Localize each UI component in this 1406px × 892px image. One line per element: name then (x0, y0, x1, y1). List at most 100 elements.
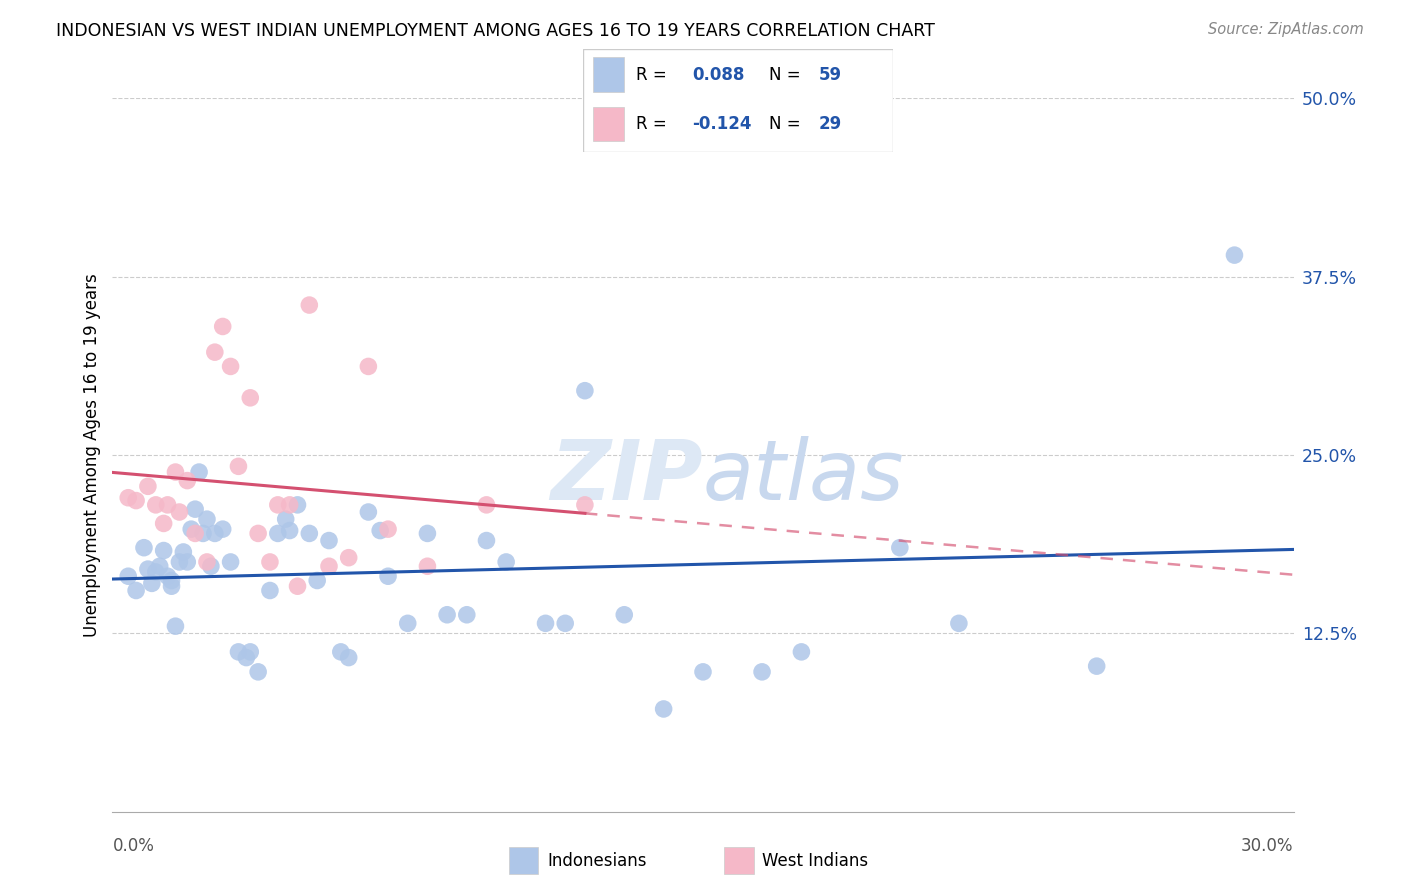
Point (125, 583, 148, 598)
Point (219, 555, 242, 569)
Point (475, 498, 498, 512)
Text: 0.0%: 0.0% (112, 837, 155, 855)
Point (117, 491, 139, 505)
Text: 30.0%: 30.0% (1241, 837, 1294, 855)
Point (145, 565, 167, 579)
Text: R =: R = (636, 66, 672, 84)
Text: Source: ZipAtlas.com: Source: ZipAtlas.com (1208, 22, 1364, 37)
Point (534, 616, 557, 631)
Point (188, 465, 211, 479)
Point (235, 650, 257, 665)
Point (165, 619, 187, 633)
Point (554, 616, 576, 631)
Point (195, 555, 218, 569)
Text: N =: N = (769, 115, 806, 133)
Text: -0.124: -0.124 (692, 115, 751, 133)
Point (436, 607, 458, 622)
Point (337, 550, 360, 565)
Point (307, 574, 329, 588)
Point (278, 524, 301, 538)
Point (574, 498, 596, 512)
Point (176, 474, 198, 488)
Point (751, 665, 773, 679)
Point (219, 359, 242, 374)
Point (239, 645, 262, 659)
Point (948, 616, 970, 631)
Point (298, 298, 321, 312)
Text: 29: 29 (818, 115, 842, 133)
Point (228, 645, 250, 659)
Point (211, 319, 233, 334)
Point (357, 359, 380, 374)
Point (239, 391, 262, 405)
Point (368, 524, 391, 538)
Point (149, 559, 172, 574)
Point (329, 645, 352, 659)
Point (136, 479, 159, 493)
Point (125, 493, 148, 508)
Point (141, 576, 163, 591)
Point (456, 607, 478, 622)
Text: R =: R = (636, 115, 672, 133)
Point (1223, 248, 1246, 262)
Point (287, 498, 309, 512)
Point (156, 569, 179, 583)
Point (416, 526, 439, 541)
Point (287, 579, 309, 593)
Text: N =: N = (769, 66, 806, 84)
Point (318, 533, 340, 548)
Text: 0.088: 0.088 (692, 66, 744, 84)
Point (278, 498, 301, 512)
Point (156, 498, 179, 512)
Point (200, 559, 222, 574)
Point (165, 465, 187, 479)
Point (172, 545, 194, 559)
Point (247, 526, 270, 541)
Point (790, 645, 813, 659)
Point (152, 516, 174, 531)
Point (204, 526, 226, 541)
Point (337, 650, 360, 665)
Point (357, 505, 380, 519)
Text: Indonesians: Indonesians (547, 852, 647, 870)
Point (160, 574, 183, 588)
FancyBboxPatch shape (583, 49, 893, 152)
Y-axis label: Unemployment Among Ages 16 to 19 years: Unemployment Among Ages 16 to 19 years (83, 273, 101, 637)
Point (274, 512, 297, 526)
Point (298, 526, 321, 541)
Point (652, 702, 675, 716)
Point (495, 555, 517, 569)
Point (160, 579, 183, 593)
Point (195, 512, 218, 526)
Point (377, 522, 399, 536)
Point (613, 607, 636, 622)
FancyBboxPatch shape (724, 847, 754, 874)
Point (180, 522, 202, 536)
Point (475, 533, 498, 548)
Point (132, 541, 155, 555)
Point (152, 543, 174, 558)
FancyBboxPatch shape (509, 847, 538, 874)
Point (117, 569, 139, 583)
Point (377, 569, 399, 583)
Point (259, 555, 281, 569)
Point (267, 526, 290, 541)
Point (204, 345, 226, 359)
Point (396, 616, 419, 631)
Point (267, 498, 290, 512)
Point (247, 665, 270, 679)
Text: ZIP: ZIP (550, 436, 703, 516)
Point (889, 541, 911, 555)
Point (259, 583, 281, 598)
Point (169, 505, 191, 519)
FancyBboxPatch shape (593, 106, 624, 141)
Point (184, 502, 207, 516)
Point (136, 562, 159, 576)
Text: West Indians: West Indians (762, 852, 868, 870)
Text: 59: 59 (818, 66, 842, 84)
Point (1085, 659, 1108, 673)
Point (692, 665, 714, 679)
Point (184, 526, 207, 541)
Point (145, 498, 167, 512)
Point (228, 459, 250, 474)
